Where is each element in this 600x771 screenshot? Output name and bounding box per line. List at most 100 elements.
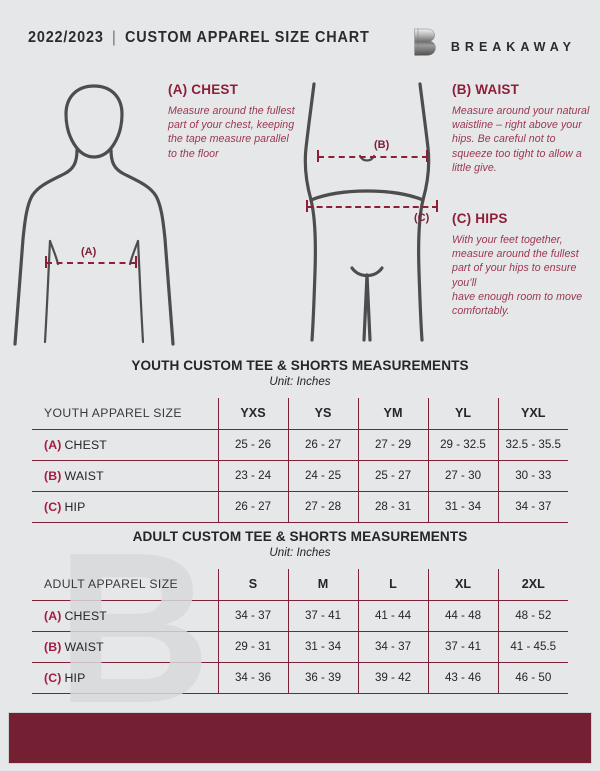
cell-value: 41 - 44 <box>358 599 429 632</box>
adult-column-header: 2XL <box>498 569 568 601</box>
row-tag: (B) <box>44 639 62 654</box>
description-waist: (B) WAIST Measure around your natural wa… <box>452 82 592 175</box>
cell-value: 27 - 28 <box>288 490 359 523</box>
cell-value: 29 - 32.5 <box>428 428 499 461</box>
adult-table-unit: Unit: Inches <box>269 546 331 559</box>
row-label-text: HIP <box>64 670 86 685</box>
cell-value: 32.5 - 35.5 <box>498 428 568 461</box>
row-label-text: WAIST <box>64 639 104 654</box>
adult-header-label: ADULT APPAREL SIZE <box>32 569 219 601</box>
cell-value: 24 - 25 <box>288 459 359 492</box>
youth-row-label-chest: (A) CHEST <box>32 428 219 461</box>
youth-size-table: YOUTH APPAREL SIZE YXS YS YM YL YXL (A) C… <box>32 398 568 523</box>
table-header-row: ADULT APPAREL SIZE S M L XL 2XL <box>32 569 568 601</box>
cell-value: 30 - 33 <box>498 459 568 492</box>
hip-measure-endcap-left <box>306 200 309 212</box>
adult-column-header: S <box>218 569 289 601</box>
cell-value: 34 - 37 <box>498 490 568 523</box>
youth-row-label-waist: (B) WAIST <box>32 459 219 492</box>
cell-value: 37 - 41 <box>288 599 359 632</box>
cell-value: 28 - 31 <box>358 490 429 523</box>
chest-measure-line <box>46 262 136 264</box>
description-hips-heading: (C) HIPS <box>452 211 508 226</box>
row-tag: (C) <box>44 499 62 514</box>
hip-measure-line <box>307 206 438 208</box>
adult-column-header: M <box>288 569 359 601</box>
adult-section-title-block: ADULT CUSTOM TEE & SHORTS MEASUREMENTS U… <box>0 529 600 559</box>
table-row: (A) CHEST 34 - 37 37 - 41 41 - 44 44 - 48… <box>32 599 568 632</box>
table-row: (A) CHEST 25 - 26 26 - 27 27 - 29 29 - 32… <box>32 428 568 461</box>
chest-measure-endcap-right <box>135 256 138 268</box>
measurement-diagrams: (A) <box>0 66 600 351</box>
title-year: 2022/2023 <box>28 29 104 46</box>
waist-measure-line <box>318 156 428 158</box>
description-hips-body-line2: have enough room to move comfortably. <box>452 290 583 318</box>
cell-value: 37 - 41 <box>428 630 499 663</box>
waist-marker-label: (B) <box>374 139 390 151</box>
breakaway-b-logo-icon <box>403 26 437 67</box>
cell-value: 46 - 50 <box>498 661 568 694</box>
brand-lockup: BREAKAWAY <box>403 26 576 67</box>
table-row: (C) HIP 26 - 27 27 - 28 28 - 31 31 - 34 3… <box>32 490 568 523</box>
row-tag: (C) <box>44 670 62 685</box>
description-chest: (A) CHEST Measure around the fullest par… <box>168 82 298 161</box>
youth-column-header: YXS <box>218 398 289 430</box>
lower-body-hips-outline-icon <box>282 82 452 349</box>
table-row: (B) WAIST 23 - 24 24 - 25 25 - 27 27 - 30… <box>32 459 568 492</box>
adult-column-header: L <box>358 569 429 601</box>
upper-body-torso-outline-icon <box>6 74 178 361</box>
brand-wordmark: BREAKAWAY <box>450 39 576 54</box>
row-label-text: CHEST <box>64 437 107 452</box>
description-chest-body: Measure around the fullest part of your … <box>168 105 295 160</box>
cell-value: 36 - 39 <box>288 661 359 694</box>
title-separator: | <box>112 29 117 46</box>
description-hips-body-line1: With your feet together, measure around … <box>452 234 579 289</box>
waist-measure-endcap-right <box>426 150 429 162</box>
description-waist-heading: (B) WAIST <box>452 82 520 97</box>
row-label-text: CHEST <box>64 608 107 623</box>
adult-table-title: ADULT CUSTOM TEE & SHORTS MEASUREMENTS <box>132 529 468 544</box>
chest-measure-endcap-left <box>45 256 48 268</box>
cell-value: 27 - 30 <box>428 459 499 492</box>
youth-column-header: YM <box>358 398 429 430</box>
youth-column-header: YL <box>428 398 499 430</box>
description-waist-body: Measure around your natural waistline – … <box>452 105 590 174</box>
row-tag: (B) <box>44 468 62 483</box>
cell-value: 34 - 36 <box>218 661 289 694</box>
cell-value: 48 - 52 <box>498 599 568 632</box>
adult-row-label-waist: (B) WAIST <box>32 630 219 663</box>
description-hips: (C) HIPS With your feet together, measur… <box>452 211 594 318</box>
youth-section-title-block: YOUTH CUSTOM TEE & SHORTS MEASUREMENTS U… <box>0 358 600 388</box>
title-text: CUSTOM APPAREL SIZE CHART <box>125 29 370 46</box>
adult-column-header: XL <box>428 569 499 601</box>
cell-value: 26 - 27 <box>218 490 289 523</box>
table-row: (C) HIP 34 - 36 36 - 39 39 - 42 43 - 46 4… <box>32 661 568 694</box>
page-header: 2022/2023 | CUSTOM APPAREL SIZE CHART <box>0 0 600 70</box>
footer-bar <box>8 712 592 764</box>
youth-column-header: YS <box>288 398 359 430</box>
cell-value: 39 - 42 <box>358 661 429 694</box>
cell-value: 25 - 26 <box>218 428 289 461</box>
cell-value: 23 - 24 <box>218 459 289 492</box>
cell-value: 34 - 37 <box>358 630 429 663</box>
youth-column-header: YXL <box>498 398 568 430</box>
row-tag: (A) <box>44 608 62 623</box>
cell-value: 26 - 27 <box>288 428 359 461</box>
table-row: (B) WAIST 29 - 31 31 - 34 34 - 37 37 - 41… <box>32 630 568 663</box>
youth-table-title: YOUTH CUSTOM TEE & SHORTS MEASUREMENTS <box>131 358 469 373</box>
row-label-text: HIP <box>64 499 86 514</box>
cell-value: 29 - 31 <box>218 630 289 663</box>
youth-table-unit: Unit: Inches <box>269 375 331 388</box>
cell-value: 31 - 34 <box>288 630 359 663</box>
cell-value: 41 - 45.5 <box>498 630 568 663</box>
youth-row-label-hip: (C) HIP <box>32 490 219 523</box>
table-header-row: YOUTH APPAREL SIZE YXS YS YM YL YXL <box>32 398 568 430</box>
chest-marker-label: (A) <box>81 246 97 258</box>
cell-value: 43 - 46 <box>428 661 499 694</box>
description-chest-heading: (A) CHEST <box>168 82 239 97</box>
cell-value: 27 - 29 <box>358 428 429 461</box>
adult-size-table: ADULT APPAREL SIZE S M L XL 2XL (A) CHEST… <box>32 569 568 694</box>
cell-value: 31 - 34 <box>428 490 499 523</box>
row-label-text: WAIST <box>64 468 104 483</box>
row-tag: (A) <box>44 437 62 452</box>
